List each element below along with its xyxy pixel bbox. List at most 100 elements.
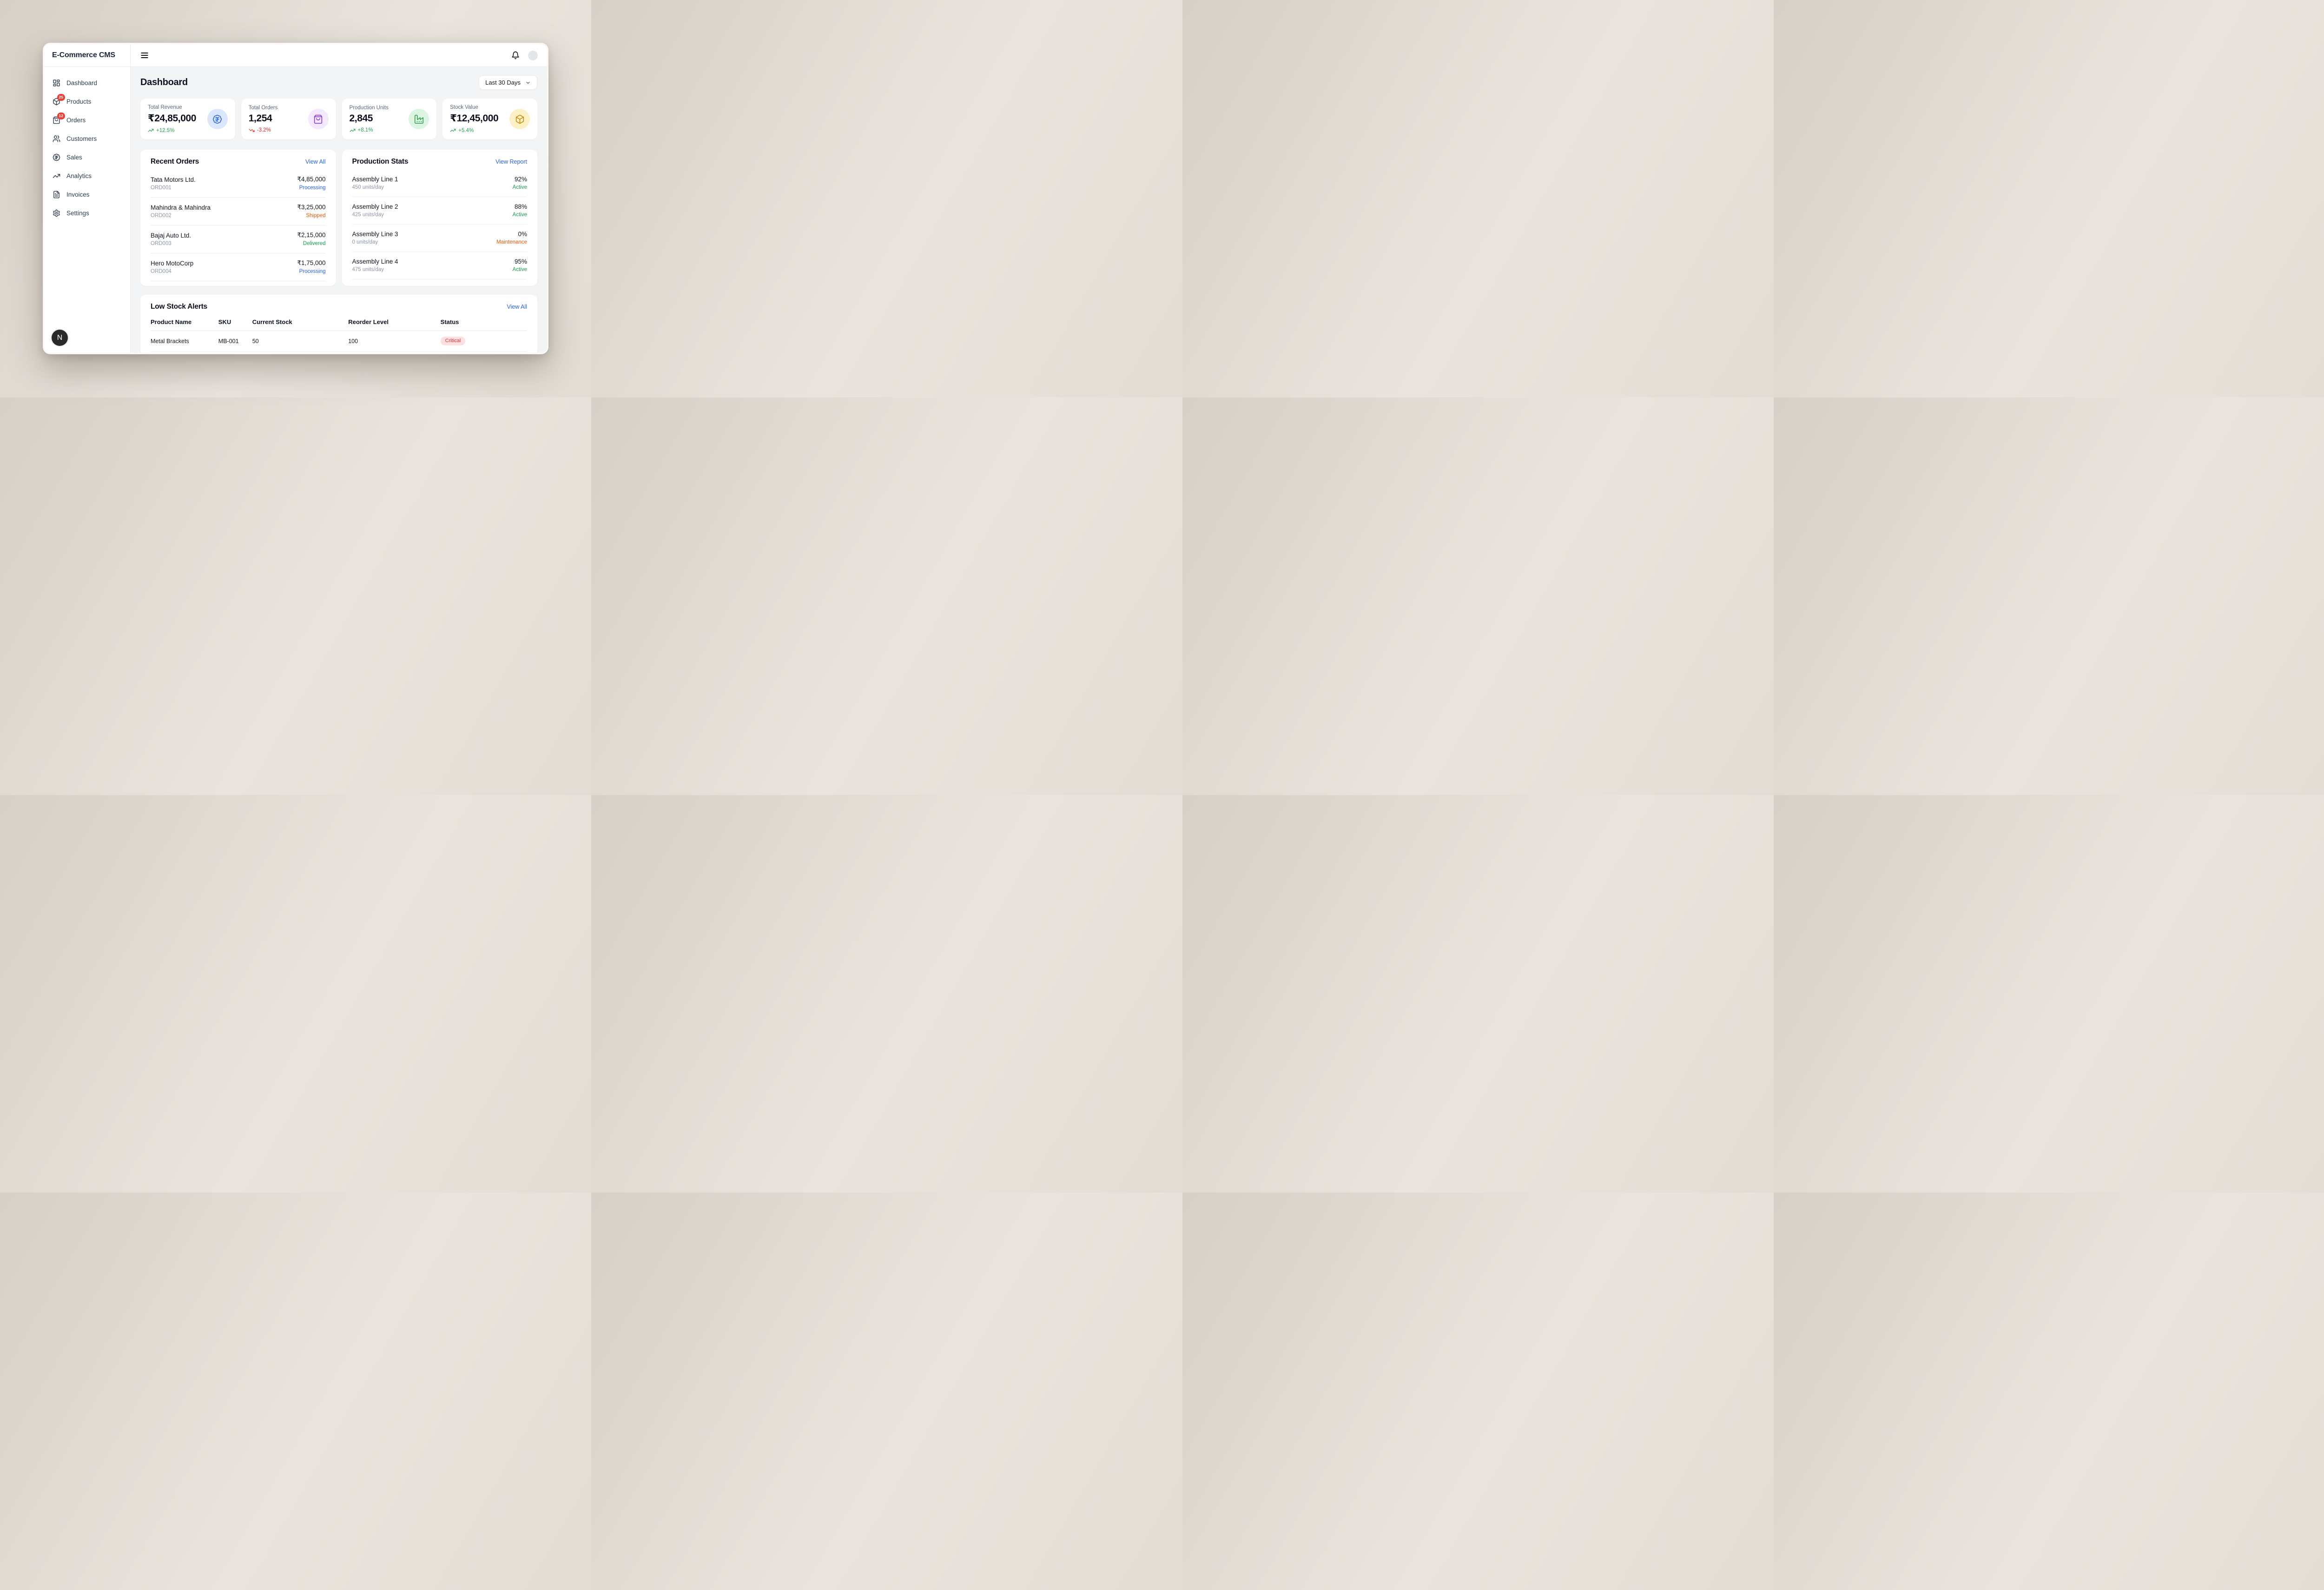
trending-up-icon	[350, 127, 356, 133]
chevron-down-icon	[525, 80, 531, 86]
order-row: Mahindra & Mahindra ORD002 ₹3,25,000 Shi…	[151, 198, 326, 225]
line-name: Assembly Line 1	[352, 176, 398, 183]
assembly-line-row: Assembly Line 2 425 units/day 88% Active	[352, 197, 527, 225]
line-output: 475 units/day	[352, 267, 384, 272]
logo-bar: E-Commerce CMS	[44, 44, 130, 67]
shopping-bag-icon: 12	[53, 112, 65, 124]
line-status: Active	[512, 212, 527, 218]
rupee-badge-icon	[53, 153, 60, 161]
stat-label: Production Units	[349, 105, 389, 111]
panel-title: Recent Orders	[151, 158, 199, 166]
order-row: Hero MotoCorp ORD004 ₹1,75,000 Processin…	[151, 253, 326, 281]
stat-value: 1,254	[248, 113, 272, 124]
main-area: Dashboard Last 30 Days Total Revenue ₹24…	[131, 44, 547, 353]
stat-delta: +8.1%	[357, 127, 373, 133]
dashboard-content: Dashboard Last 30 Days Total Revenue ₹24…	[131, 67, 547, 353]
workspace-avatar[interactable]: N	[52, 330, 68, 346]
order-customer: Bajaj Auto Ltd.	[151, 232, 191, 239]
col-sku: SKU	[218, 318, 231, 325]
sidebar-item-products[interactable]: 25 Products	[50, 92, 125, 111]
sidebar-item-analytics[interactable]: Analytics	[50, 166, 125, 185]
date-range-value: Last 30 Days	[485, 79, 521, 86]
sidebar-item-label: Settings	[66, 209, 89, 217]
sidebar-item-label: Analytics	[66, 172, 92, 179]
sidebar-item-dashboard[interactable]: Dashboard	[50, 73, 125, 92]
rupee-badge-icon	[207, 109, 228, 129]
stat-value: 2,845	[349, 113, 373, 124]
sidebar-item-orders[interactable]: 12 Orders	[50, 111, 125, 129]
stat-cards: Total Revenue ₹24,85,000 +12.5% Total Or…	[140, 99, 537, 139]
col-product-name: Product Name	[151, 318, 192, 325]
cell-current-stock: 50	[252, 338, 259, 344]
col-current-stock: Current Stock	[252, 318, 292, 325]
menu-button[interactable]	[140, 51, 149, 60]
order-customer: Tata Motors Ltd.	[151, 176, 196, 183]
order-id: ORD004	[151, 268, 172, 274]
trending-up-icon	[53, 172, 60, 180]
order-status: Processing	[299, 185, 326, 191]
panel-title: Production Stats	[352, 158, 409, 166]
order-status: Processing	[299, 269, 326, 274]
panel-title: Low Stock Alerts	[151, 303, 207, 311]
low-stock-table: Product Name SKU Current Stock Reorder L…	[151, 318, 527, 352]
sidebar-item-label: Orders	[66, 116, 86, 124]
order-id: ORD003	[151, 240, 172, 246]
order-row: Bajaj Auto Ltd. ORD003 ₹2,15,000 Deliver…	[151, 225, 326, 253]
trending-up-icon	[148, 127, 154, 133]
cell-product-name: Metal Brackets	[151, 338, 189, 344]
page-title: Dashboard	[140, 77, 188, 87]
sidebar-item-invoices[interactable]: Invoices	[50, 185, 125, 204]
assembly-line-row: Assembly Line 4 475 units/day 95% Active	[352, 252, 527, 279]
sidebar-item-settings[interactable]: Settings	[50, 204, 125, 222]
stat-delta: +5.4%	[458, 127, 474, 133]
users-icon	[53, 135, 60, 143]
top-header	[131, 44, 547, 67]
recent-orders-panel: Recent Orders View All Tata Motors Ltd. …	[140, 150, 336, 286]
order-amount: ₹3,25,000	[297, 204, 326, 211]
line-efficiency: 95%	[514, 258, 527, 265]
orders-badge-count: 12	[57, 112, 65, 119]
table-row: Metal Brackets MB-001 50 100 Critical	[151, 331, 527, 352]
stat-card-total-revenue: Total Revenue ₹24,85,000 +12.5%	[140, 99, 235, 139]
trending-down-icon	[249, 127, 255, 133]
sidebar-item-label: Customers	[66, 135, 97, 142]
trending-up-icon	[450, 127, 456, 133]
view-report-link[interactable]: View Report	[495, 159, 527, 165]
stat-label: Total Orders	[248, 105, 278, 111]
order-status: Shipped	[306, 213, 326, 219]
package-icon: 25	[53, 93, 65, 106]
order-amount: ₹4,85,000	[297, 176, 326, 183]
line-name: Assembly Line 3	[352, 231, 398, 238]
stat-label: Stock Value	[450, 105, 478, 110]
low-stock-panel: Low Stock Alerts View All Product Name S…	[140, 295, 537, 353]
user-avatar[interactable]	[528, 50, 538, 60]
date-range-select[interactable]: Last 30 Days	[479, 75, 537, 90]
bell-icon[interactable]	[511, 51, 520, 60]
sidebar-item-customers[interactable]: Customers	[50, 129, 125, 148]
order-id: ORD002	[151, 212, 172, 219]
col-reorder-level: Reorder Level	[348, 318, 389, 325]
stat-delta: -3.2%	[257, 127, 271, 133]
line-output: 450 units/day	[352, 185, 384, 190]
stat-card-stock-value: Stock Value ₹12,45,000 +5.4%	[442, 99, 537, 139]
status-badge: Critical	[440, 337, 466, 345]
view-all-orders-link[interactable]: View All	[305, 159, 326, 165]
products-badge-count: 25	[57, 93, 65, 101]
app-title: E-Commerce CMS	[52, 51, 115, 59]
line-status: Active	[512, 267, 527, 272]
stat-delta: +12.5%	[156, 127, 175, 133]
view-all-low-stock-link[interactable]: View All	[507, 304, 527, 310]
line-efficiency: 92%	[514, 176, 527, 183]
box-icon	[509, 109, 530, 129]
table-header-row: Product Name SKU Current Stock Reorder L…	[151, 318, 527, 331]
order-amount: ₹2,15,000	[297, 232, 326, 238]
file-text-icon	[53, 191, 60, 199]
sidebar-item-sales[interactable]: Sales	[50, 148, 125, 166]
shopping-bag-icon	[308, 109, 329, 129]
line-name: Assembly Line 4	[352, 258, 398, 265]
sidebar-item-label: Products	[66, 98, 92, 105]
line-output: 0 units/day	[352, 239, 378, 245]
stat-label: Total Revenue	[148, 105, 182, 110]
sidebar-item-label: Sales	[66, 153, 82, 161]
line-status: Active	[512, 185, 527, 190]
